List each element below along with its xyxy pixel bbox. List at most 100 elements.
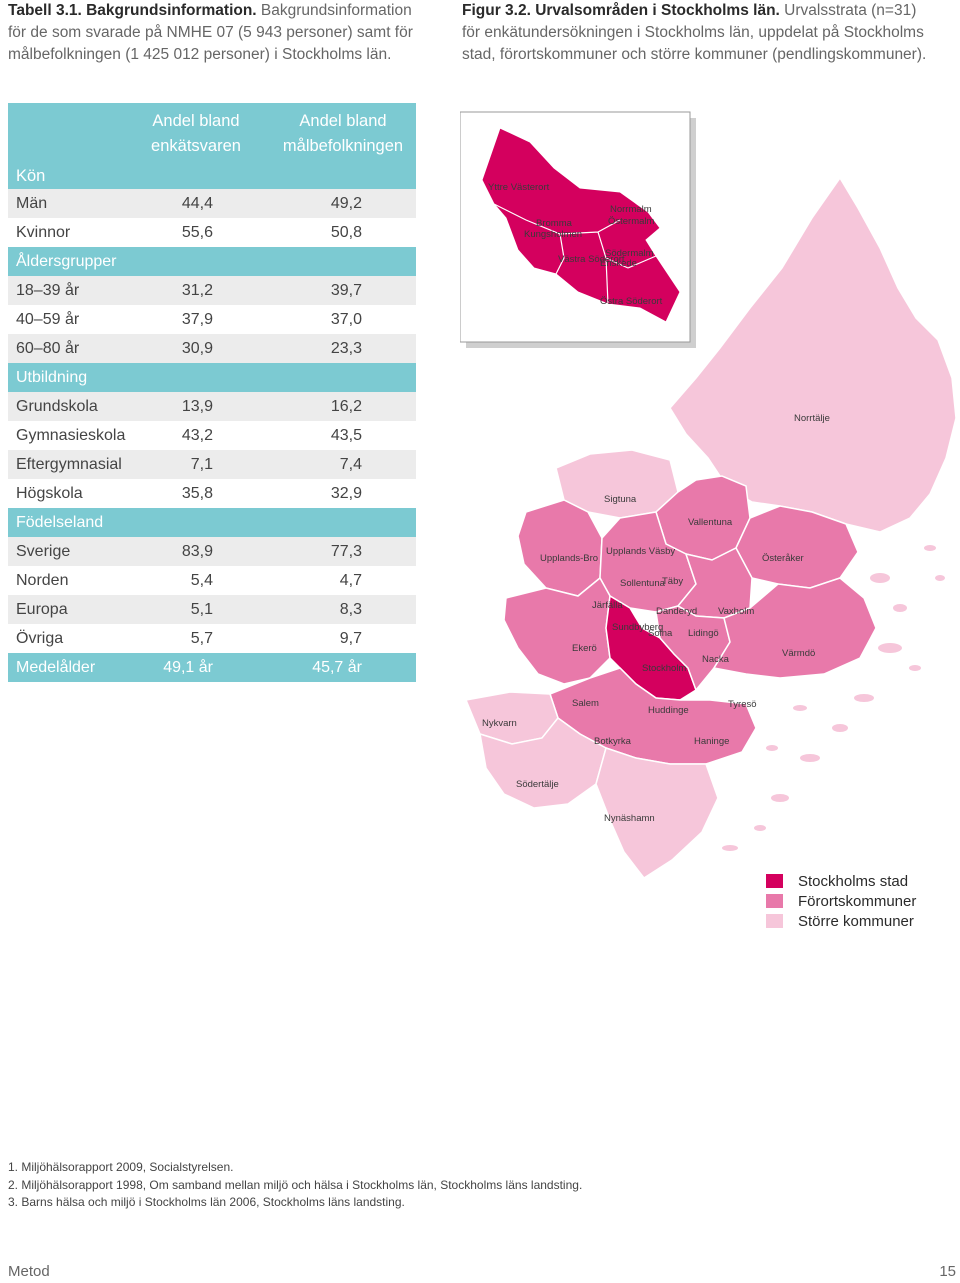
legend-swatch bbox=[766, 874, 783, 888]
inset-label: Yttre Västerort bbox=[488, 182, 550, 193]
inset-label: Södermalm bbox=[605, 248, 654, 259]
map-label: Vaxholm bbox=[718, 606, 754, 617]
inset-label: Östra Söderort bbox=[600, 296, 663, 307]
inset-city-area bbox=[481, 127, 681, 323]
row-label: Sverige bbox=[16, 543, 71, 560]
value-respondents: 30,9 bbox=[181, 340, 213, 357]
legend-label: Stockholms stad bbox=[798, 873, 909, 890]
row-label: Eftergymnasial bbox=[16, 456, 122, 473]
value-respondents: 83,9 bbox=[181, 543, 213, 560]
table-row: Grundskola 13,9 16,2 bbox=[8, 392, 416, 421]
legend-label: Förortskommuner bbox=[798, 893, 917, 910]
section-row: Utbildning bbox=[8, 363, 416, 392]
inset-label: Bromma bbox=[536, 218, 573, 229]
value-population: 16,2 bbox=[330, 398, 362, 415]
row-label: Män bbox=[16, 195, 48, 212]
map-label: Nynäshamn bbox=[604, 813, 655, 824]
row-label: Gymnasieskola bbox=[16, 427, 126, 444]
section-label: Utbildning bbox=[16, 369, 88, 386]
page-number: 15 bbox=[939, 1263, 956, 1280]
section-row: Födelseland bbox=[8, 508, 416, 537]
table-body: Män 44,4 49,2 Kvinnor 55,6 50,8 Åldersgrupper 1… bbox=[8, 189, 416, 682]
footnote: 1. Miljöhälsorapport 2009, Socialstyrels… bbox=[8, 1160, 234, 1174]
section-label: Födelseland bbox=[16, 514, 104, 531]
map-label: Ekerö bbox=[572, 643, 597, 654]
table-row: Kvinnor 55,6 50,8 bbox=[8, 218, 416, 247]
row-label: Högskola bbox=[16, 485, 83, 502]
map-label: Nykvarn bbox=[482, 718, 517, 729]
footer-section: Metod bbox=[8, 1263, 50, 1280]
map-label: Haninge bbox=[694, 736, 729, 747]
region-nynashamn bbox=[595, 747, 719, 880]
value-respondents: 44,4 bbox=[181, 195, 213, 212]
table-caption-label: Tabell 3.1. Bakgrundsinformation. bbox=[8, 2, 257, 19]
archipelago-islands bbox=[722, 545, 945, 851]
value-respondents: 55,6 bbox=[181, 224, 213, 241]
inset-borders bbox=[493, 203, 657, 305]
map-label-group: Norrtälje Sigtuna Vallentuna Upplands-Br… bbox=[482, 413, 830, 824]
row-label: Kvinnor bbox=[16, 224, 71, 241]
map-label: Huddinge bbox=[648, 705, 689, 716]
table-row: 40–59 år 37,9 37,0 bbox=[8, 305, 416, 334]
inset-label: Västra Söderort bbox=[558, 254, 625, 265]
table-row: Högskola 35,8 32,9 bbox=[8, 479, 416, 508]
map-label: Upplands-Bro bbox=[540, 553, 598, 564]
table-row: Europa 5,1 8,3 bbox=[8, 595, 416, 624]
row-label: Övriga bbox=[16, 630, 64, 647]
row-label: Grundskola bbox=[16, 398, 98, 415]
figure-caption: Figur 3.2. Urvalsområden i Stockholms lä… bbox=[462, 0, 932, 66]
value-respondents: 7,1 bbox=[190, 456, 213, 473]
map-label: Sigtuna bbox=[604, 494, 637, 505]
map-label: Upplands Väsby bbox=[606, 546, 675, 557]
map-label: Nacka bbox=[702, 654, 730, 665]
region-stockholm bbox=[605, 594, 697, 701]
table-caption-text: Bakgrundsinformation för de som svarade … bbox=[8, 2, 413, 63]
value-respondents: 37,9 bbox=[181, 311, 213, 328]
value-population: 4,7 bbox=[339, 572, 362, 589]
region-upplands-bro bbox=[517, 499, 603, 597]
map-label: Värmdö bbox=[782, 648, 815, 659]
value-respondents: 5,4 bbox=[190, 572, 213, 589]
stockholm-map: Yttre Västerort Bromma Kungsholmen Norrm… bbox=[460, 111, 957, 880]
map-label: Norrtälje bbox=[794, 413, 830, 424]
table-row: Män 44,4 49,2 bbox=[8, 189, 416, 218]
inset-label: Enskede bbox=[600, 258, 637, 269]
map-legend: Stockholms stad Förortskommuner Större k… bbox=[766, 872, 916, 932]
value-population: 23,3 bbox=[330, 340, 362, 357]
figure-caption-label: Figur 3.2. Urvalsområden i Stockholms lä… bbox=[462, 2, 780, 19]
value-population: 7,4 bbox=[339, 456, 362, 473]
row-label: 60–80 år bbox=[16, 340, 80, 357]
legend-item: Stockholms stad bbox=[766, 872, 916, 892]
row-label: Norden bbox=[16, 572, 69, 589]
region-osteraker bbox=[735, 505, 859, 589]
value-population: 49,2 bbox=[330, 195, 362, 212]
background-table: Andel bland enkätsvaren Andel bland målb… bbox=[8, 103, 416, 682]
inset-label: Kungsholmen bbox=[524, 229, 582, 240]
inset-label: Norrmalm bbox=[610, 204, 652, 215]
value-respondents: 35,8 bbox=[181, 485, 213, 502]
inset-label-group: Yttre Västerort Bromma Kungsholmen Norrm… bbox=[488, 182, 663, 307]
value-respondents: 13,9 bbox=[181, 398, 213, 415]
table-row: Övriga 5,7 9,7 bbox=[8, 624, 416, 653]
map-label: Solna bbox=[648, 628, 673, 639]
legend-swatch bbox=[766, 914, 783, 928]
map-label: Järfälla bbox=[592, 600, 623, 611]
map-label: Botkyrka bbox=[594, 736, 632, 747]
map-label: Lidingö bbox=[688, 628, 719, 639]
value-population: 77,3 bbox=[330, 543, 362, 560]
map-label: Danderyd bbox=[656, 606, 697, 617]
section-row: Åldersgrupper bbox=[8, 247, 416, 276]
value-respondents: 49,1 år bbox=[163, 659, 213, 676]
row-label: Medelålder bbox=[16, 659, 96, 676]
col-header-population: Andel bland målbefolkningen bbox=[282, 112, 404, 155]
table-row: Sverige 83,9 77,3 bbox=[8, 537, 416, 566]
map-label: Sollentuna bbox=[620, 578, 666, 589]
row-label: 40–59 år bbox=[16, 311, 80, 328]
value-population: 45,7 år bbox=[312, 659, 362, 676]
map-label: Salem bbox=[572, 698, 599, 709]
inset-label: Östermalm bbox=[608, 216, 655, 227]
value-respondents: 5,7 bbox=[190, 630, 213, 647]
region-varmdo bbox=[712, 577, 877, 679]
figure-caption-text: Urvalsstrata (n=31) för enkätundersöknin… bbox=[462, 2, 927, 63]
value-population: 50,8 bbox=[330, 224, 362, 241]
